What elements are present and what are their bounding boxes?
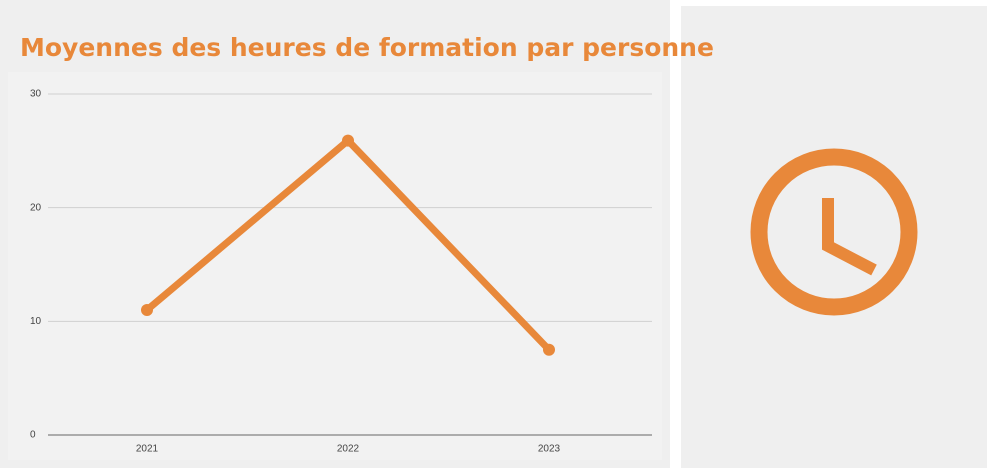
x-tick-label: 2022 (337, 444, 360, 455)
y-tick-label: 0 (30, 430, 36, 441)
clock-hands (822, 198, 877, 276)
plot-area (8, 72, 662, 460)
y-tick-label: 30 (30, 89, 42, 100)
clock-icon (750, 148, 918, 316)
chart-title: Moyennes des heures de formation par per… (20, 33, 714, 62)
data-point (141, 303, 153, 316)
x-tick-label: 2023 (538, 444, 561, 455)
x-tick-label: 2021 (136, 444, 159, 455)
data-point (543, 343, 555, 356)
y-tick-label: 10 (30, 316, 42, 327)
data-point (342, 134, 354, 147)
clock-face (750, 148, 918, 316)
y-tick-label: 20 (30, 202, 42, 213)
